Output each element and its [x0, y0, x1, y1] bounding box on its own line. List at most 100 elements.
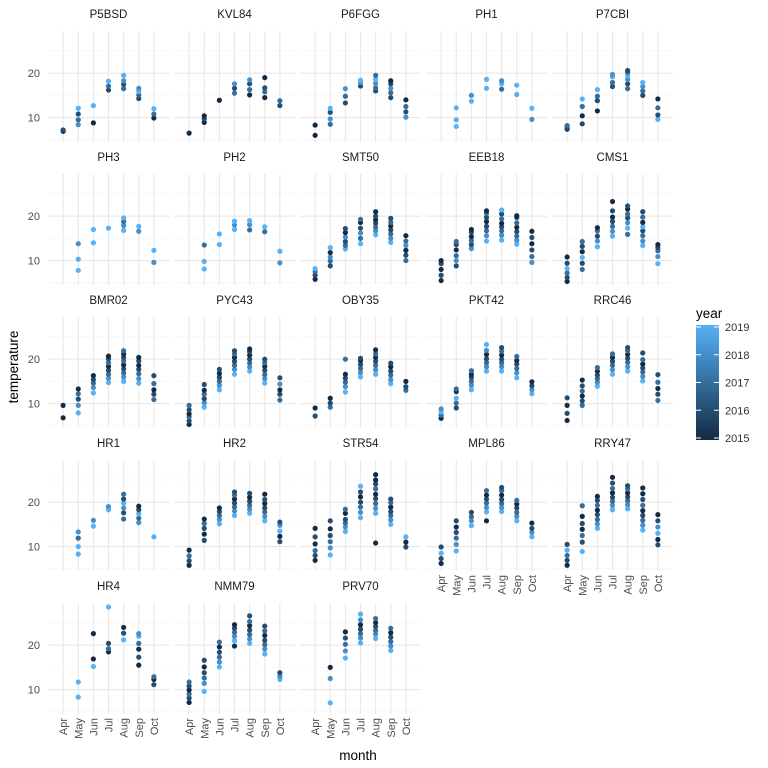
data-point	[499, 220, 505, 226]
data-point	[247, 640, 253, 647]
data-point	[186, 691, 192, 697]
data-point	[403, 539, 409, 545]
data-point	[262, 651, 268, 657]
data-point	[655, 105, 661, 111]
data-point	[640, 219, 646, 225]
data-point	[105, 225, 112, 231]
data-point	[231, 638, 238, 644]
data-point	[136, 223, 142, 229]
x-tick-label: Sep	[260, 718, 272, 738]
data-point	[373, 615, 379, 622]
data-point	[231, 625, 238, 631]
x-tick-label: Jun	[466, 575, 478, 593]
data-point	[388, 647, 394, 654]
data-point	[579, 113, 585, 119]
data-point	[136, 362, 142, 368]
data-point	[579, 96, 585, 102]
data-point	[247, 506, 253, 512]
data-point	[231, 366, 238, 372]
data-point	[357, 626, 364, 632]
data-point	[453, 548, 459, 554]
x-tick-label: Oct	[653, 575, 665, 592]
data-point	[373, 486, 379, 492]
data-point	[609, 362, 616, 368]
data-point	[342, 516, 348, 523]
data-point	[388, 634, 394, 640]
data-point	[373, 491, 379, 497]
data-point	[151, 106, 157, 112]
data-point	[216, 659, 222, 665]
data-point	[514, 518, 520, 524]
facet-strip-label: CMS1	[597, 152, 629, 164]
data-point	[327, 105, 333, 111]
data-point	[564, 274, 570, 281]
data-point	[121, 362, 127, 368]
data-point	[625, 81, 631, 87]
data-point	[151, 381, 157, 387]
data-point	[640, 508, 646, 514]
data-point	[625, 231, 631, 237]
data-point	[342, 93, 348, 99]
data-point	[342, 86, 348, 92]
data-point	[388, 95, 394, 101]
data-point	[60, 127, 66, 133]
data-point	[357, 361, 364, 368]
data-point	[579, 402, 585, 408]
data-point	[438, 272, 444, 278]
data-point	[342, 226, 348, 232]
data-point	[625, 225, 631, 231]
data-point	[231, 643, 238, 649]
data-point	[247, 490, 253, 496]
data-point	[468, 509, 474, 515]
data-point	[216, 654, 222, 660]
data-point	[201, 396, 207, 402]
data-point	[216, 644, 222, 650]
data-point	[357, 635, 364, 641]
data-point	[594, 225, 600, 231]
data-point	[262, 632, 268, 639]
facet-strip-label: OBY35	[342, 295, 379, 307]
data-point	[579, 103, 585, 110]
legend-colorbar	[696, 325, 719, 440]
data-point	[373, 619, 379, 626]
data-point	[564, 557, 570, 563]
data-point	[388, 630, 394, 636]
facet-panel: EEB18	[426, 152, 547, 285]
data-point	[594, 368, 600, 374]
facet-panel: PH1	[426, 9, 547, 142]
data-point	[231, 489, 238, 495]
data-point	[357, 499, 364, 505]
data-point	[579, 260, 585, 266]
data-point	[373, 209, 379, 215]
data-point	[594, 93, 600, 99]
data-point	[579, 520, 585, 527]
facet-strip-label: EEB18	[469, 152, 505, 164]
data-point	[625, 220, 631, 226]
data-point	[373, 505, 379, 511]
x-tick-label: Sep	[386, 718, 398, 738]
data-point	[136, 95, 142, 102]
data-point	[327, 664, 333, 670]
data-point	[564, 410, 570, 416]
data-point	[373, 540, 379, 546]
data-point	[75, 256, 81, 262]
data-point	[373, 623, 379, 630]
data-point	[342, 234, 348, 240]
data-point	[640, 79, 646, 86]
data-point	[514, 361, 520, 367]
data-point	[483, 360, 490, 366]
data-point	[327, 109, 333, 115]
data-point	[640, 378, 646, 384]
x-tick-label: May	[199, 718, 211, 739]
data-point	[247, 87, 253, 93]
data-point	[609, 83, 616, 90]
data-point	[594, 98, 600, 104]
data-point	[594, 516, 600, 523]
data-point	[231, 226, 238, 233]
data-point	[357, 622, 364, 628]
facet-strip-label: STR54	[343, 438, 379, 450]
y-tick-label: 20	[28, 640, 40, 652]
data-point	[231, 629, 238, 635]
data-point	[277, 102, 283, 109]
